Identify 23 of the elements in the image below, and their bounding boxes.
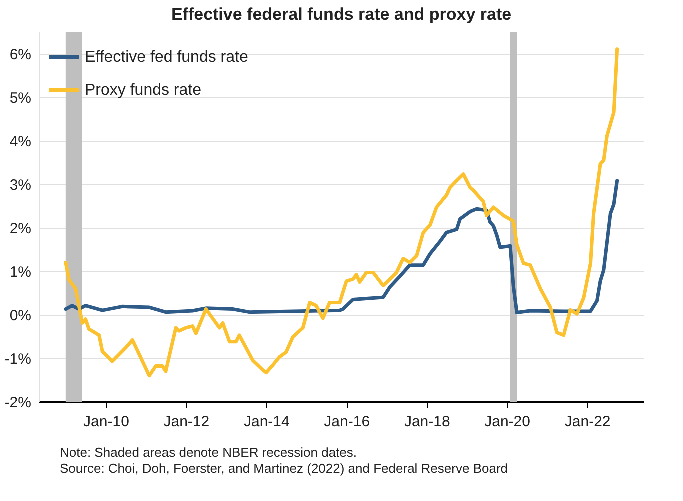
x-tick-label: Jan-16 — [324, 414, 370, 430]
y-tick-label: 6% — [10, 46, 32, 64]
y-tick-label: -1% — [4, 350, 32, 368]
y-tick-label: 3% — [10, 176, 32, 194]
y-tick-label: 2% — [10, 220, 32, 238]
legend-label: Proxy funds rate — [85, 82, 202, 99]
y-tick-label: 5% — [10, 90, 32, 107]
x-tick-label: Jan-20 — [484, 414, 530, 430]
y-tick-label: -2% — [4, 394, 32, 412]
line-series — [64, 179, 620, 315]
x-tick-label: Jan-18 — [404, 414, 450, 430]
x-tick-label: Jan-14 — [244, 414, 290, 430]
source-note: Source: Choi, Doh, Foerster, and Martinez (2022) and Federal Reserve Board — [60, 461, 510, 477]
chart-title: Effective federal funds rate and proxy rate — [171, 5, 512, 24]
x-tick-label: Jan-12 — [164, 414, 210, 430]
y-tick-label: 0% — [10, 307, 32, 324]
x-tick-label: Jan-10 — [84, 414, 130, 430]
legend-label: Effective fed funds rate — [85, 49, 248, 66]
y-tick-label: 1% — [10, 264, 32, 281]
y-tick-label: 4% — [10, 133, 32, 150]
x-tick-label: Jan-22 — [564, 414, 611, 430]
line-series — [64, 48, 620, 378]
text: Note: Shaded areas denote NBER recession dates. — [60, 445, 358, 461]
